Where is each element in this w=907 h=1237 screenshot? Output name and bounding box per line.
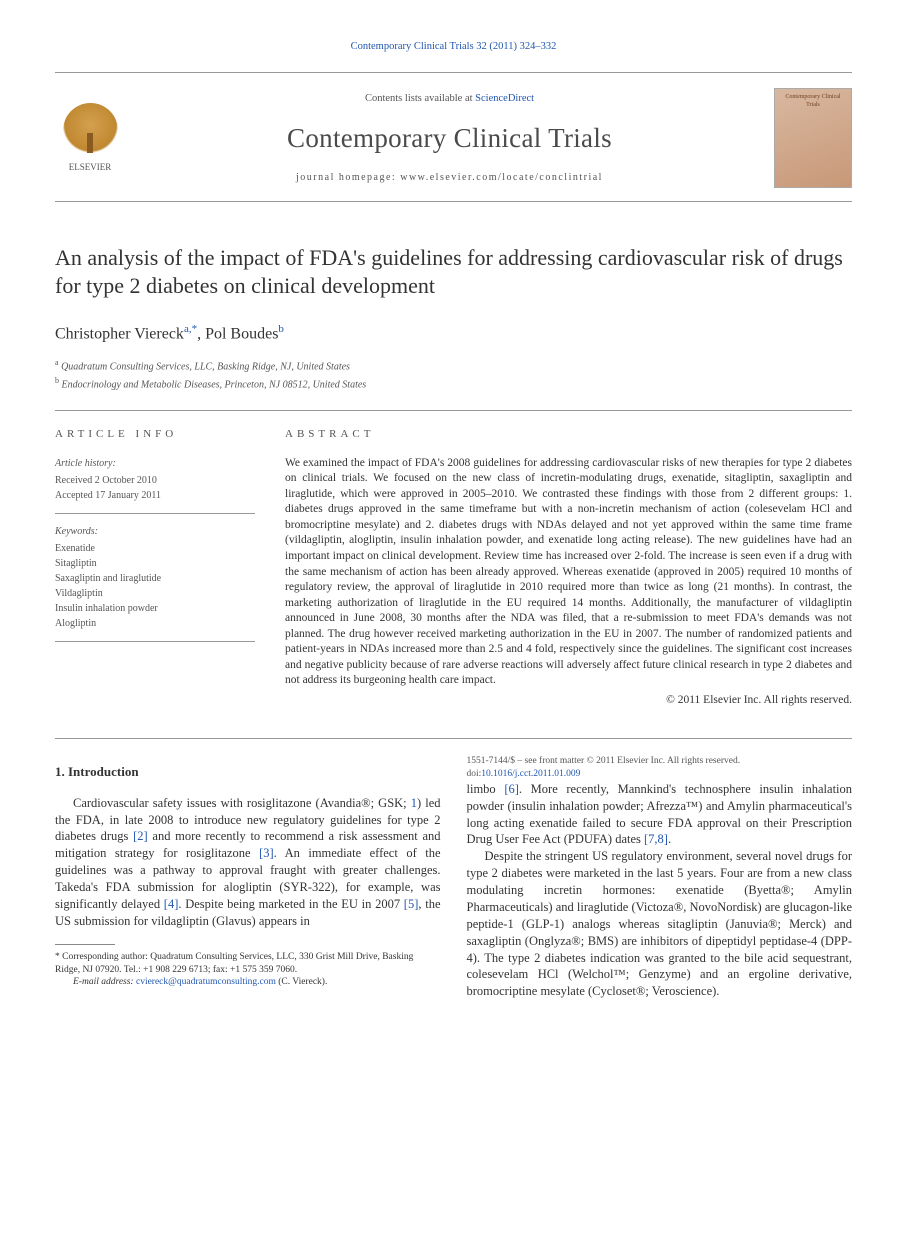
contents-line-pre: Contents lists available at [365,93,475,104]
abstract-text: We examined the impact of FDA's 2008 gui… [285,456,852,689]
author-2-aff-link[interactable]: b [278,323,284,335]
affiliation-b: b Endocrinology and Metabolic Diseases, … [55,375,852,392]
abstract-header: ABSTRACT [285,427,852,442]
elsevier-logo: ELSEVIER [55,103,125,173]
received-date: Received 2 October 2010 [55,475,157,486]
cover-text: Contemporary Clinical Trials [785,94,840,108]
keyword: Sitagliptin [55,558,97,569]
accepted-date: Accepted 17 January 2011 [55,490,161,501]
ref-link[interactable]: [4] [164,897,179,911]
elsevier-tree-icon [63,103,118,158]
affiliations: a Quadratum Consulting Services, LLC, Ba… [55,357,852,392]
email-who: (C. Viereck). [276,977,328,987]
elsevier-label: ELSEVIER [55,161,125,173]
journal-header: ELSEVIER Contents lists available at Sci… [55,72,852,202]
ref-link[interactable]: [2] [133,829,148,843]
ref-link[interactable]: [3] [259,846,274,860]
journal-header-center: Contents lists available at ScienceDirec… [125,92,774,184]
keyword: Saxagliptin and liraglutide [55,573,161,584]
keywords-label: Keywords: [55,524,255,539]
footnote-label: * Corresponding author: [55,952,150,962]
author-1-name: Christopher Viereck [55,326,184,343]
keywords-block: Keywords: Exenatide Sitagliptin Saxaglip… [55,524,255,642]
issn-line: 1551-7144/$ – see front matter © 2011 El… [467,755,853,768]
contents-line: Contents lists available at ScienceDirec… [125,92,774,106]
ref-link[interactable]: [5] [404,897,419,911]
text-run: Cardiovascular safety issues with rosigl… [73,796,411,810]
text-run: . Despite being marketed in the EU in 20… [178,897,403,911]
authors: Christopher Vierecka,*, Pol Boudesb [55,322,852,345]
sciencedirect-link[interactable]: ScienceDirect [475,93,534,104]
article-history: Article history: Received 2 October 2010… [55,456,255,514]
footer-meta: 1551-7144/$ – see front matter © 2011 El… [467,755,853,781]
citation-link[interactable]: Contemporary Clinical Trials 32 (2011) 3… [351,41,557,52]
article-title: An analysis of the impact of FDA's guide… [55,244,852,300]
page: Contemporary Clinical Trials 32 (2011) 3… [0,0,907,1033]
keyword: Exenatide [55,543,95,554]
abstract-copyright: © 2011 Elsevier Inc. All rights reserved… [285,693,852,709]
homepage-pre: journal homepage: [296,172,400,183]
email-link[interactable]: cviereck@quadratumconsulting.com [136,977,276,987]
body-text: 1. Introduction Cardiovascular safety is… [55,755,852,1003]
journal-homepage: journal homepage: www.elsevier.com/locat… [125,171,774,185]
intro-heading: 1. Introduction [55,763,441,781]
keyword: Alogliptin [55,618,96,629]
doi-label: doi: [467,769,482,779]
ref-link[interactable]: [7,8] [644,832,668,846]
body-paragraph: limbo [6]. More recently, Mannkind's tec… [467,781,853,849]
affiliation-a: a Quadratum Consulting Services, LLC, Ba… [55,357,852,374]
corresponding-author-footnote: * Corresponding author: Quadratum Consul… [55,951,441,989]
body-paragraph: Despite the stringent US regulatory envi… [467,848,853,1000]
header-citation: Contemporary Clinical Trials 32 (2011) 3… [55,40,852,54]
author-2-name: Pol Boudes [205,326,278,343]
info-abstract-row: ARTICLE INFO Article history: Received 2… [55,427,852,708]
abstract: ABSTRACT We examined the impact of FDA's… [285,427,852,708]
article-info-header: ARTICLE INFO [55,427,255,442]
doi-link[interactable]: 10.1016/j.cct.2011.01.009 [481,769,580,779]
divider-rule [55,738,852,739]
article-info: ARTICLE INFO Article history: Received 2… [55,427,255,708]
journal-cover-thumbnail: Contemporary Clinical Trials [774,88,852,188]
footnote-rule [55,944,115,945]
history-label: Article history: [55,456,255,471]
doi-line: doi:10.1016/j.cct.2011.01.009 [467,768,853,781]
text-run: limbo [467,782,505,796]
author-sep: , [197,326,205,343]
ref-link[interactable]: [6] [504,782,519,796]
affiliation-b-text: Endocrinology and Metabolic Diseases, Pr… [62,379,367,390]
journal-title: Contemporary Clinical Trials [125,120,774,156]
keyword: Vildagliptin [55,588,103,599]
keyword: Insulin inhalation powder [55,603,158,614]
divider-rule [55,410,852,411]
homepage-url: www.elsevier.com/locate/conclintrial [400,172,603,183]
body-paragraph: Cardiovascular safety issues with rosigl… [55,795,441,930]
email-label: E-mail address: [73,977,136,987]
text-run: . [668,832,671,846]
affiliation-a-text: Quadratum Consulting Services, LLC, Bask… [61,362,350,373]
